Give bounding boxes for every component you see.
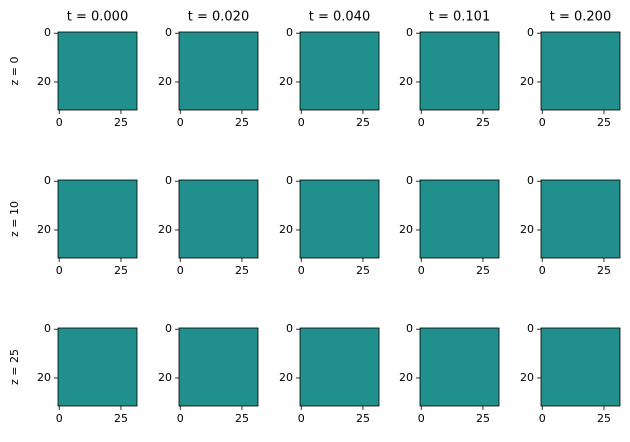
image-panel (299, 179, 380, 259)
y-tick-label: 20 (399, 75, 413, 88)
y-tick-label: 20 (399, 371, 413, 384)
y-tick-label: 0 (165, 322, 172, 335)
y-tick-label: 20 (279, 75, 293, 88)
y-tick-label: 0 (406, 322, 413, 335)
image-panel (419, 327, 500, 407)
column-title: t = 0.101 (429, 10, 490, 25)
image-panel (178, 179, 259, 259)
column-title: t = 0.000 (67, 10, 128, 25)
y-tick-label: 0 (165, 26, 172, 39)
image-panel (57, 179, 138, 259)
y-tick-label: 0 (286, 174, 293, 187)
x-tick-label: 0 (418, 412, 425, 425)
x-tick-label: 0 (56, 116, 63, 129)
x-tick-label: 25 (356, 264, 370, 277)
y-tick-label: 20 (520, 371, 534, 384)
column-title: t = 0.020 (188, 10, 249, 25)
x-tick-label: 25 (235, 264, 249, 277)
x-tick-label: 25 (597, 264, 611, 277)
image-panel (540, 179, 621, 259)
y-tick-label: 0 (527, 174, 534, 187)
y-tick-label: 0 (406, 174, 413, 187)
y-tick-label: 20 (37, 223, 51, 236)
y-tick-label: 0 (44, 174, 51, 187)
x-tick-label: 25 (114, 116, 128, 129)
x-tick-label: 0 (539, 264, 546, 277)
x-tick-label: 0 (56, 412, 63, 425)
y-tick-label: 0 (286, 26, 293, 39)
y-tick-label: 20 (279, 223, 293, 236)
x-tick-label: 25 (114, 264, 128, 277)
image-panel (299, 327, 380, 407)
image-panel (540, 327, 621, 407)
y-tick-label: 20 (399, 223, 413, 236)
y-tick-label: 20 (158, 223, 172, 236)
image-panel (419, 31, 500, 111)
image-panel (178, 327, 259, 407)
x-tick-label: 25 (476, 116, 490, 129)
row-label: z = 10 (8, 201, 21, 237)
image-panel (299, 31, 380, 111)
x-tick-label: 0 (56, 264, 63, 277)
x-tick-label: 0 (539, 116, 546, 129)
y-tick-label: 20 (520, 223, 534, 236)
x-tick-label: 25 (235, 116, 249, 129)
y-tick-label: 0 (527, 322, 534, 335)
x-tick-label: 0 (298, 412, 305, 425)
y-tick-label: 20 (158, 371, 172, 384)
row-label: z = 0 (8, 57, 21, 86)
image-panel (419, 179, 500, 259)
x-tick-label: 25 (476, 264, 490, 277)
x-tick-label: 25 (597, 412, 611, 425)
y-tick-label: 0 (44, 26, 51, 39)
y-tick-label: 20 (158, 75, 172, 88)
column-title: t = 0.040 (309, 10, 370, 25)
x-tick-label: 0 (298, 264, 305, 277)
x-tick-label: 25 (114, 412, 128, 425)
x-tick-label: 0 (298, 116, 305, 129)
x-tick-label: 25 (597, 116, 611, 129)
x-tick-label: 25 (356, 412, 370, 425)
x-tick-label: 25 (356, 116, 370, 129)
x-tick-label: 0 (418, 264, 425, 277)
image-panel (178, 31, 259, 111)
y-tick-label: 20 (37, 371, 51, 384)
y-tick-label: 0 (527, 26, 534, 39)
y-tick-label: 20 (520, 75, 534, 88)
x-tick-label: 25 (476, 412, 490, 425)
row-label: z = 25 (8, 349, 21, 385)
y-tick-label: 20 (279, 371, 293, 384)
y-tick-label: 0 (406, 26, 413, 39)
x-tick-label: 0 (177, 264, 184, 277)
y-tick-label: 0 (165, 174, 172, 187)
y-tick-label: 0 (44, 322, 51, 335)
column-title: t = 0.200 (550, 10, 611, 25)
image-panel (57, 31, 138, 111)
image-panel (540, 31, 621, 111)
image-panel (57, 327, 138, 407)
x-tick-label: 0 (539, 412, 546, 425)
x-tick-label: 25 (235, 412, 249, 425)
y-tick-label: 20 (37, 75, 51, 88)
x-tick-label: 0 (177, 412, 184, 425)
x-tick-label: 0 (177, 116, 184, 129)
x-tick-label: 0 (418, 116, 425, 129)
y-tick-label: 0 (286, 322, 293, 335)
